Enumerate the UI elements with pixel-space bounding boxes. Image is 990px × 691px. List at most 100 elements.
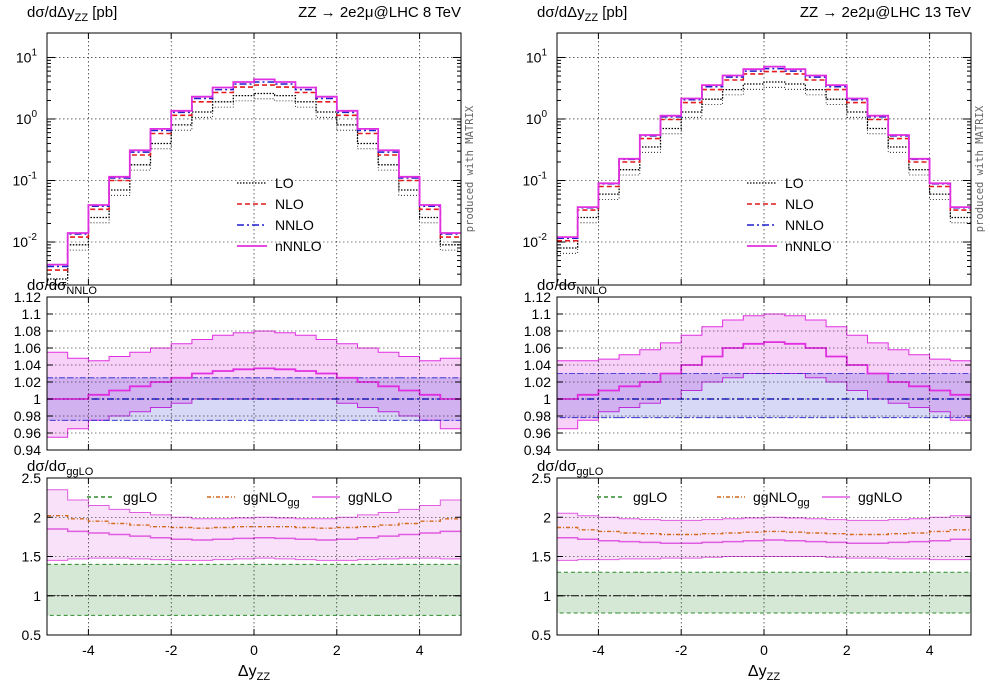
legend-label-lo: LO [785, 175, 804, 191]
mid-ytick-label: 1.1 [532, 306, 552, 322]
legend-label-nlo: NLO [785, 196, 814, 212]
bot-ggnlogg-line [47, 515, 461, 529]
x-tick-label: 0 [250, 642, 258, 658]
series-nnnlo-line [47, 78, 461, 266]
bot-ytick-label: 0.5 [532, 627, 552, 643]
y-axis-title-mid: dσ/dσNNLO [27, 277, 97, 297]
mid-nnnlo-line [557, 341, 971, 400]
side-note: produced with MATRIX [974, 105, 986, 232]
series-nnnlo-line [557, 65, 971, 238]
mid-nnlo-band [556, 373, 972, 419]
mid-ytick-label: 1.1 [22, 306, 42, 322]
legend-label-nlo: NLO [275, 196, 304, 212]
y-axis-title-mid: dσ/dσNNLO [537, 277, 607, 297]
x-tick-label: 4 [416, 642, 424, 658]
top-plot-frame [46, 32, 462, 286]
mid-ytick-label: 0.98 [524, 408, 551, 424]
bot-gglo-band [556, 571, 972, 614]
mid-ytick-label: 1.12 [14, 289, 41, 305]
legend-label-gglo: ggLO [123, 489, 157, 505]
y-axis-title-bot: dσ/dσggLO [27, 458, 94, 478]
x-tick-label: -2 [165, 642, 178, 658]
series-lo-band-edge [557, 86, 971, 254]
legend-label-nnlo: NNLO [275, 217, 314, 233]
top-ytick-label: 100 [526, 109, 548, 127]
mid-ytick-label: 1.08 [524, 323, 551, 339]
mid-ytick-label: 1.02 [14, 374, 41, 390]
y-axis-title-top: dσ/dΔyZZ [pb] [537, 4, 627, 24]
series-nlo-line [47, 84, 461, 271]
legend-label-lo: LO [275, 175, 294, 191]
bot-ytick-label: 1.5 [532, 549, 552, 565]
top-ytick-label: 10-1 [523, 170, 548, 188]
bot-gglo-band [46, 563, 462, 616]
legend-label-gglo: ggLO [633, 489, 667, 505]
series-nlo-line [557, 70, 971, 242]
series-nnlo-line [47, 81, 461, 268]
mid-ytick-label: 0.94 [524, 442, 551, 458]
top-plot-frame [556, 32, 972, 286]
top-ytick-label: 10-2 [523, 232, 548, 250]
mid-plot-frame [46, 296, 462, 451]
legend-label-ggnlo: ggNLO [858, 489, 902, 505]
mid-ytick-label: 0.98 [14, 408, 41, 424]
top-ytick-label: 10-2 [13, 232, 38, 250]
bot-plot-frame [556, 477, 972, 636]
x-tick-label: -2 [675, 642, 688, 658]
y-axis-title-bot: dσ/dσggLO [537, 458, 604, 478]
x-tick-label: 0 [760, 642, 768, 658]
mid-ytick-label: 1.06 [14, 340, 41, 356]
x-tick-label: 2 [843, 642, 851, 658]
top-ytick-label: 100 [16, 109, 38, 127]
top-ytick-label: 101 [16, 47, 38, 65]
series-lo-line [47, 92, 461, 280]
bot-ytick-label: 2 [543, 509, 551, 525]
mid-plot-frame [556, 296, 972, 451]
mid-ytick-label: 0.94 [14, 442, 41, 458]
series-lo-line [557, 81, 971, 249]
legend-label-nnnlo: nNNLO [275, 238, 322, 254]
bot-ytick-label: 2.5 [22, 470, 42, 486]
mid-ytick-label: 0.96 [14, 425, 41, 441]
chart-title: ZZ → 2e2μ@LHC 8 TeV [298, 4, 461, 21]
bot-ggnlogg-line [557, 526, 971, 536]
mid-ytick-label: 1 [33, 391, 41, 407]
bot-ytick-label: 2.5 [532, 470, 552, 486]
mid-ytick-label: 1.12 [524, 289, 551, 305]
side-note: produced with MATRIX [464, 105, 476, 232]
bot-ggnlo-band [556, 512, 972, 561]
mid-ytick-label: 1.04 [14, 357, 41, 373]
mid-ytick-label: 1.06 [524, 340, 551, 356]
bot-ggnlo-line [557, 536, 971, 544]
x-tick-label: -4 [592, 642, 605, 658]
chart-panel-1: dσ/dΔyZZ [pb] ZZ → 2e2μ@LHC 8 TeV10110010… [13, 4, 476, 683]
legend-label-ggnlogg: ggNLOgg [243, 489, 300, 509]
bot-ytick-label: 2 [33, 509, 41, 525]
x-axis-label: ΔyZZ [238, 663, 270, 683]
legend-label-ggnlo: ggNLO [348, 489, 392, 505]
y-axis-title-top: dσ/dΔyZZ [pb] [27, 4, 117, 24]
legend-label-ggnlogg: ggNLOgg [753, 489, 810, 509]
bot-ytick-label: 0.5 [22, 627, 42, 643]
chart-title: ZZ → 2e2μ@LHC 13 TeV [800, 4, 971, 21]
bot-ytick-label: 1 [543, 588, 551, 604]
legend-label-nnlo: NNLO [785, 217, 824, 233]
x-axis-label: ΔyZZ [748, 663, 780, 683]
mid-ytick-label: 1 [543, 391, 551, 407]
mid-ytick-label: 1.02 [524, 374, 551, 390]
x-tick-label: -4 [82, 642, 95, 658]
mid-ytick-label: 1.08 [14, 323, 41, 339]
mid-nnnlo-line [47, 367, 461, 400]
bot-ytick-label: 1.5 [22, 549, 42, 565]
chart-panel-2: dσ/dΔyZZ [pb] ZZ → 2e2μ@LHC 13 TeV1011001… [523, 4, 986, 683]
legend-label-nnnlo: nNNLO [785, 238, 832, 254]
mid-ytick-label: 0.96 [524, 425, 551, 441]
bot-ytick-label: 1 [33, 588, 41, 604]
x-tick-label: 2 [333, 642, 341, 658]
bot-plot-frame [46, 477, 462, 636]
top-ytick-label: 101 [526, 47, 548, 65]
mid-ytick-label: 1.04 [524, 357, 551, 373]
x-tick-label: 4 [926, 642, 934, 658]
top-ytick-label: 10-1 [13, 170, 38, 188]
